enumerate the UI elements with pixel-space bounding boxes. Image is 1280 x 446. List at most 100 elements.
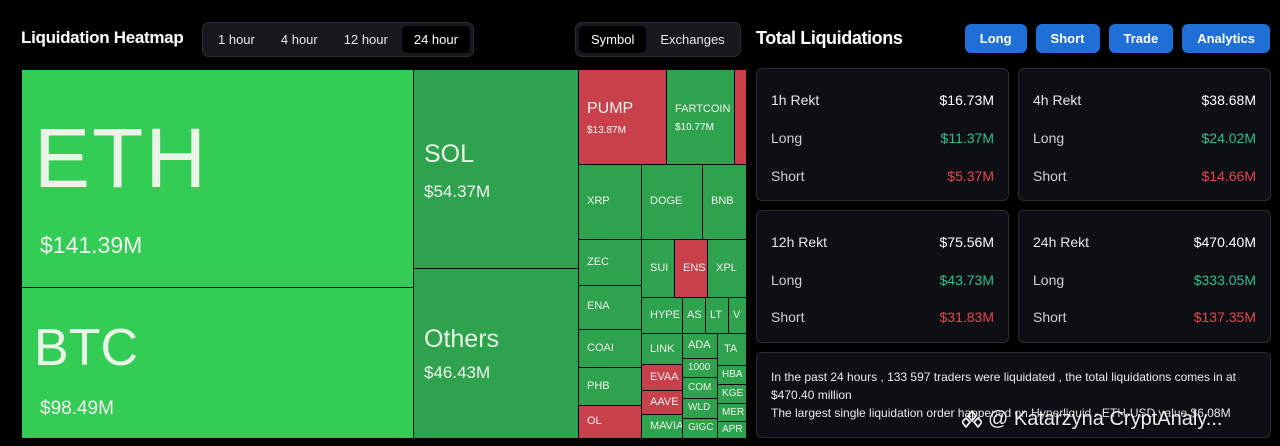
tile-symbol: COAI xyxy=(587,342,614,354)
short-label: Short xyxy=(771,309,805,325)
tile-symbol: V xyxy=(733,309,741,321)
tile-hype[interactable]: HYPE xyxy=(641,297,683,334)
tile-link[interactable]: LINK xyxy=(641,333,683,365)
card-total: $75.56M xyxy=(939,234,994,250)
tile-symbol: BTC xyxy=(34,319,138,377)
tile-ena[interactable]: ENA xyxy=(578,285,642,330)
tile-com[interactable]: COM xyxy=(682,377,718,399)
tile-value: $98.49M xyxy=(40,398,114,419)
tile-symbol: PUMP xyxy=(587,100,634,117)
tile-evaa[interactable]: EVAA xyxy=(641,364,683,391)
long-value: $11.37M xyxy=(940,130,994,146)
tab-1-hour[interactable]: 1 hour xyxy=(218,32,255,47)
tile-btc[interactable]: BTC $98.49M xyxy=(22,287,414,438)
tile-symbol: ENA xyxy=(587,300,610,312)
tile-value: $141.39M xyxy=(40,232,143,258)
tile-symbol: ADA xyxy=(688,339,711,351)
tile-sui[interactable]: SUI xyxy=(641,239,675,298)
tile-doge[interactable]: DOGE xyxy=(641,164,703,240)
tile-symbol: ENS xyxy=(683,262,706,274)
card-long-row: Long $11.37M xyxy=(771,130,994,146)
tab-24-hour[interactable]: 24 hour xyxy=(401,26,470,53)
card-short-row: Short $14.66M xyxy=(1033,168,1256,184)
tile-coai[interactable]: COAI xyxy=(578,329,642,368)
analytics-button[interactable]: Analytics xyxy=(1182,24,1270,53)
trade-button[interactable]: Trade xyxy=(1108,24,1174,53)
tile-lt[interactable]: LT xyxy=(705,297,729,334)
tile-value: $13.87M xyxy=(587,125,626,136)
tile-hba[interactable]: HBA xyxy=(717,365,746,385)
tile-mavia[interactable]: MAVIA xyxy=(641,414,683,438)
tile-phb[interactable]: PHB xyxy=(578,367,642,406)
tile-mer[interactable]: MER xyxy=(717,403,746,422)
card-total: $38.68M xyxy=(1201,92,1256,108)
tile-symbol: APR xyxy=(722,424,743,435)
card-label: 12h Rekt xyxy=(771,234,828,250)
liquidation-treemap: ETH $141.39M BTC $98.49M SOL $54.37M Oth… xyxy=(22,70,746,438)
tile-ta[interactable]: TA xyxy=(717,333,746,366)
tile-xpl[interactable]: XPL xyxy=(707,239,746,298)
tile-unlabeled-red[interactable] xyxy=(734,70,746,165)
tile-ada[interactable]: ADA xyxy=(682,333,718,359)
tile-symbol: AAVE xyxy=(650,396,679,408)
tile-kge[interactable]: KGE xyxy=(717,384,746,404)
action-buttons: Long Short Trade Analytics xyxy=(964,24,1270,53)
tab-12-hour[interactable]: 12 hour xyxy=(343,32,388,47)
card-header: 12h Rekt $75.56M xyxy=(771,234,994,250)
tile-symbol: WLD xyxy=(688,402,711,413)
total-liquidations-title: Total Liquidations xyxy=(756,28,903,48)
rekt-card-12h: 12h Rekt $75.56M Long $43.73M Short $31.83M xyxy=(756,210,1009,343)
long-label: Long xyxy=(771,130,803,146)
tile-ens[interactable]: ENS xyxy=(674,239,708,298)
card-long-row: Long $333.05M xyxy=(1033,272,1256,288)
tile-symbol: XPL xyxy=(716,262,737,274)
tile-aave[interactable]: AAVE xyxy=(641,390,683,415)
tile-others[interactable]: Others $46.43M xyxy=(413,268,579,438)
tile-symbol: ETH xyxy=(34,111,208,205)
tile-pump[interactable]: PUMP $13.87M xyxy=(578,70,667,165)
short-label: Short xyxy=(771,168,805,184)
tab-symbol[interactable]: Symbol xyxy=(579,26,647,53)
rekt-card-4h: 4h Rekt $38.68M Long $24.02M Short $14.66M xyxy=(1018,68,1271,201)
short-value: $31.83M xyxy=(939,309,994,325)
card-long-row: Long $24.02M xyxy=(1033,130,1256,146)
tile-ol[interactable]: OL xyxy=(578,405,642,438)
card-header: 24h Rekt $470.40M xyxy=(1033,234,1256,250)
tab-4-hour[interactable]: 4 hour xyxy=(280,32,318,47)
tile-symbol: KGE xyxy=(722,388,744,399)
tile-wld[interactable]: WLD xyxy=(682,398,718,419)
long-button[interactable]: Long xyxy=(964,24,1027,53)
card-short-row: Short $31.83M xyxy=(771,309,994,325)
long-value: $333.05M xyxy=(1193,272,1256,288)
tile-sol[interactable]: SOL $54.37M xyxy=(413,70,579,269)
tile-apr[interactable]: APR xyxy=(717,421,746,438)
tab-exchanges[interactable]: Exchanges xyxy=(660,32,725,47)
short-button[interactable]: Short xyxy=(1035,24,1100,53)
tile-symbol: EVAA xyxy=(650,371,679,383)
short-value: $137.35M xyxy=(1193,309,1256,325)
tile-symbol: OL xyxy=(587,415,602,427)
tile-zec[interactable]: ZEC xyxy=(578,239,642,286)
card-short-row: Short $5.37M xyxy=(771,168,994,184)
liquidation-summary: In the past 24 hours , 133 597 traders w… xyxy=(756,352,1271,438)
card-long-row: Long $43.73M xyxy=(771,272,994,288)
short-label: Short xyxy=(1033,168,1067,184)
long-label: Long xyxy=(1033,130,1065,146)
tile-symbol: MER xyxy=(722,407,745,418)
long-label: Long xyxy=(1033,272,1065,288)
tile-gig[interactable]: GIGC xyxy=(682,418,718,438)
tile-eth[interactable]: ETH $141.39M xyxy=(22,70,414,288)
diamond-logo-icon xyxy=(962,409,982,428)
tile-1000[interactable]: 1000 xyxy=(682,358,718,378)
tile-symbol: HYPE xyxy=(650,309,680,321)
tile-v[interactable]: V xyxy=(728,297,746,334)
tile-xrp[interactable]: XRP xyxy=(578,164,642,240)
rekt-card-24h: 24h Rekt $470.40M Long $333.05M Short $137.… xyxy=(1018,210,1271,343)
tile-symbol: SUI xyxy=(650,262,669,274)
tile-as[interactable]: AS xyxy=(682,297,706,334)
tile-bnb[interactable]: BNB xyxy=(702,164,746,240)
tile-fartcoin[interactable]: FARTCOIN $10.77M xyxy=(666,70,735,165)
tile-symbol: DOGE xyxy=(650,195,683,207)
long-value: $43.73M xyxy=(939,272,994,288)
tile-symbol: AS xyxy=(687,309,702,321)
